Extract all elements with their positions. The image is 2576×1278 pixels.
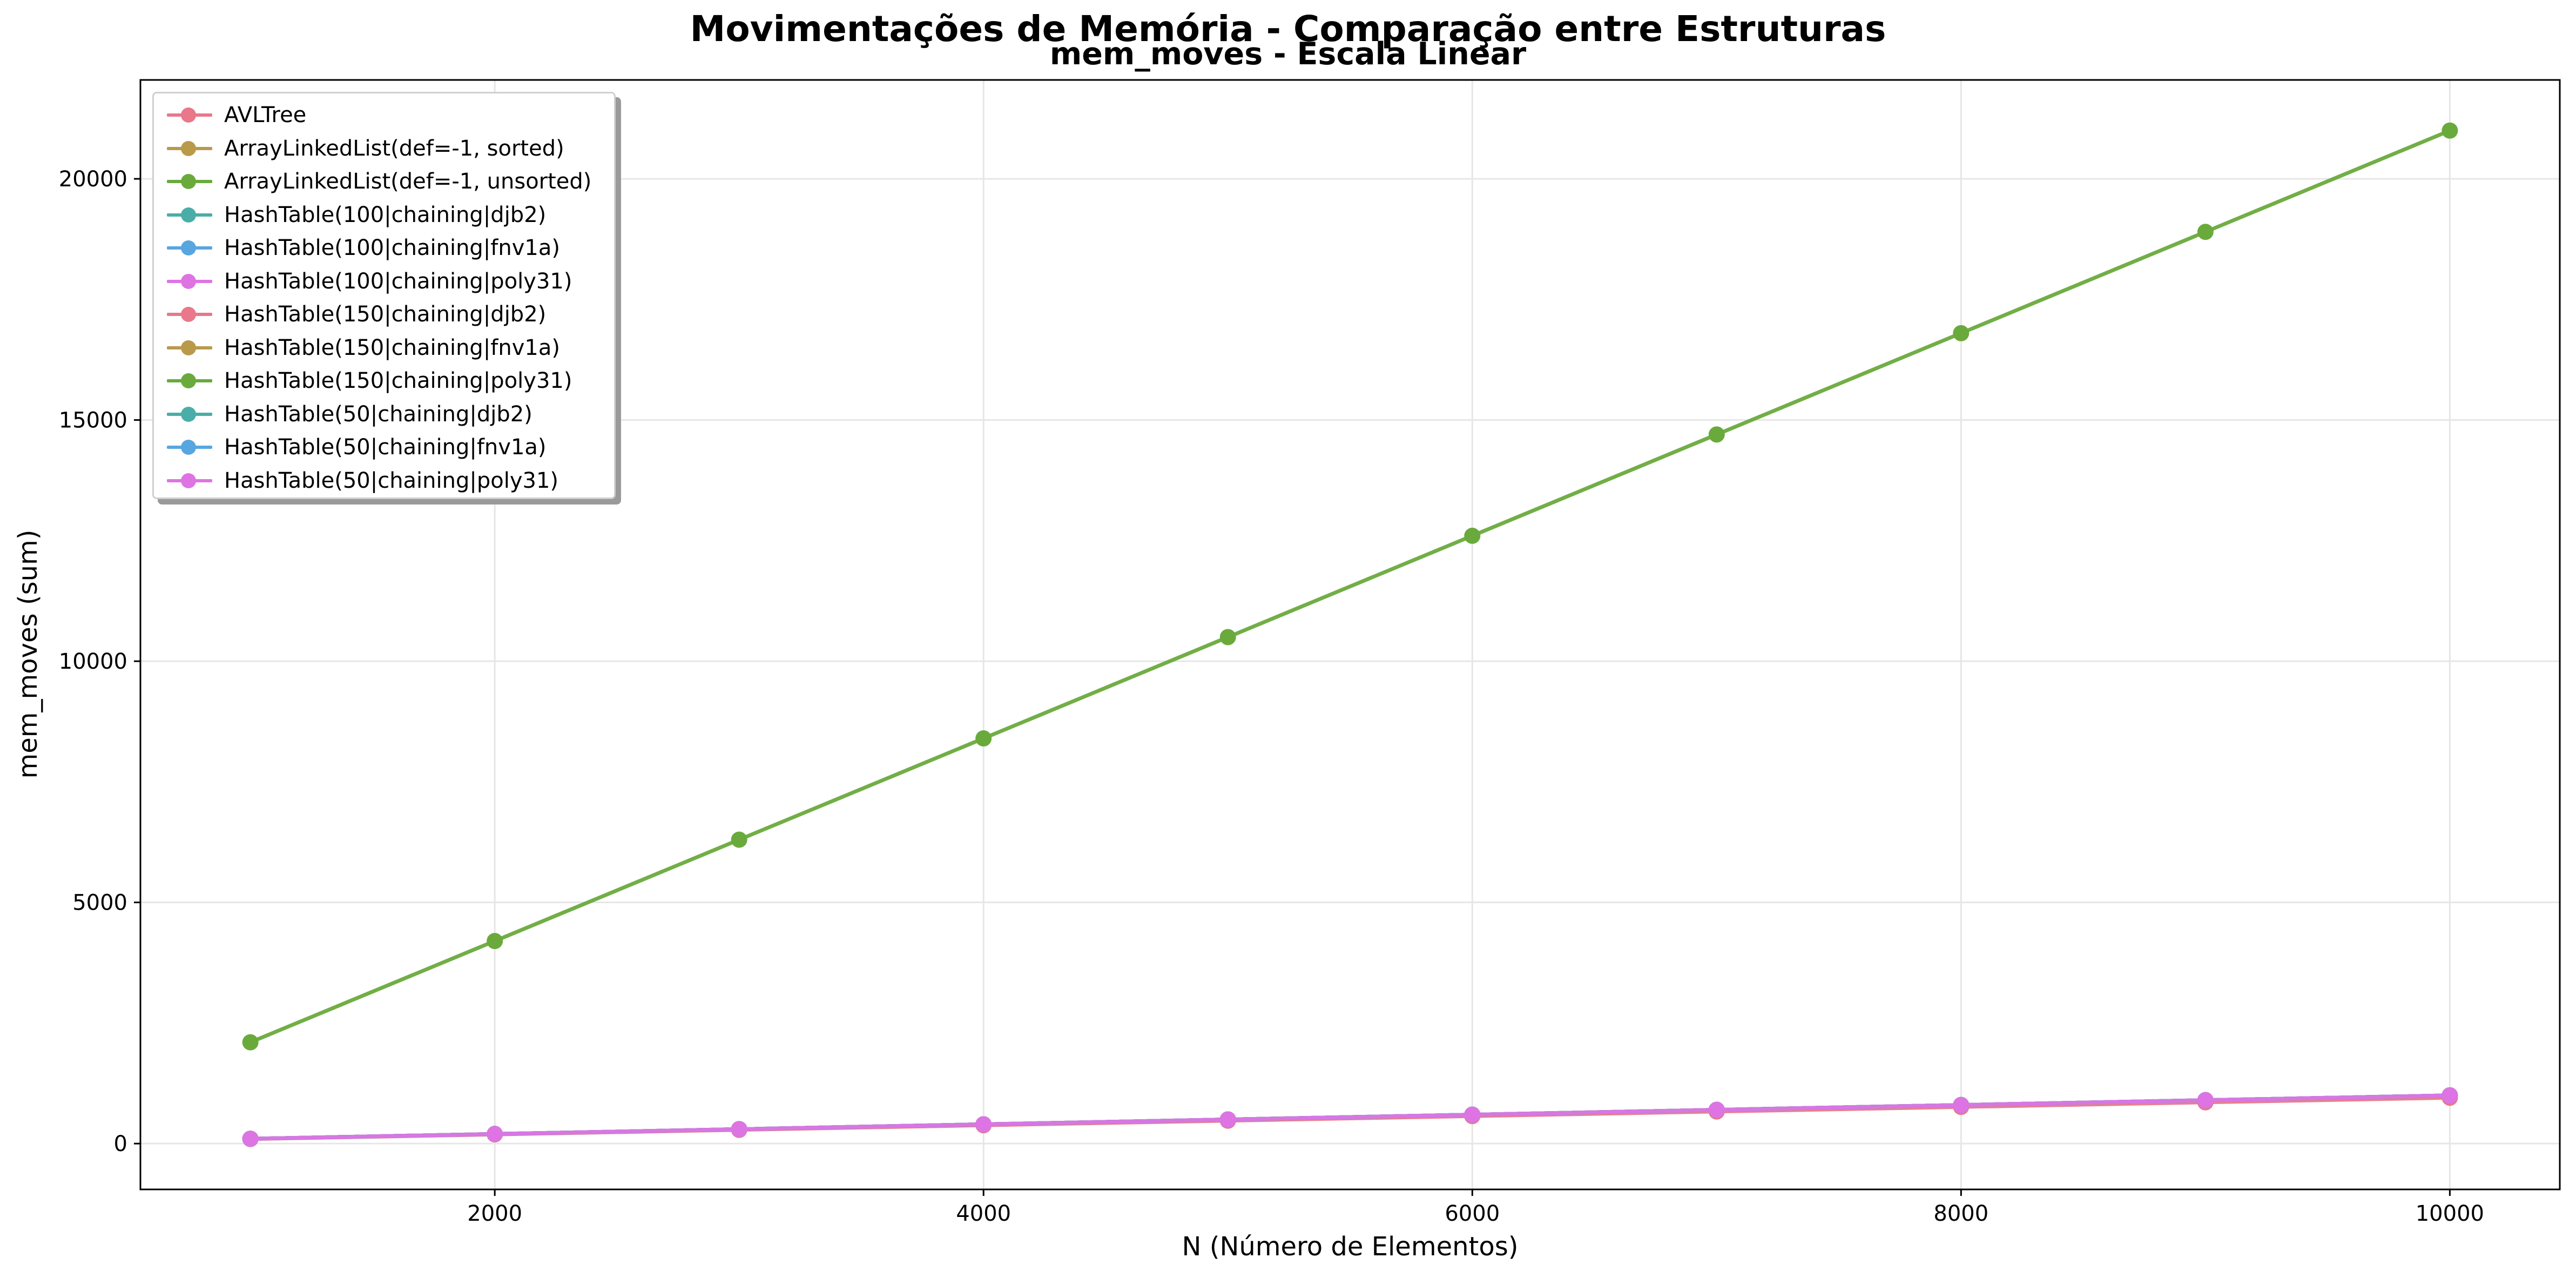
legend-label: HashTable(50|chaining|fnv1a) — [224, 435, 547, 460]
legend-marker-swatch — [181, 440, 196, 455]
legend-label: ArrayLinkedList(def=-1, sorted) — [224, 136, 564, 161]
legend-marker-swatch — [181, 406, 196, 422]
legend-marker-swatch — [181, 107, 196, 123]
legend-item: HashTable(100|chaining|djb2) — [154, 199, 614, 231]
axes — [134, 79, 2561, 1196]
legend-label: HashTable(100|chaining|fnv1a) — [224, 236, 560, 260]
y-tick-label: 0 — [114, 1132, 127, 1156]
y-tick-label: 15000 — [59, 408, 127, 433]
legend-label: HashTable(150|chaining|poly31) — [224, 368, 572, 393]
legend-item: HashTable(150|chaining|fnv1a) — [154, 332, 614, 364]
y-tick-label: 5000 — [72, 891, 127, 916]
legend-item: HashTable(50|chaining|poly31) — [154, 465, 614, 497]
plot-frame — [139, 79, 2561, 1190]
legend-marker-swatch — [181, 207, 196, 223]
data-point — [242, 1034, 259, 1051]
legend-item: HashTable(150|chaining|poly31) — [154, 365, 614, 397]
data-point — [1464, 1106, 1481, 1123]
y-axis-label: mem_moves (sum) — [13, 529, 43, 778]
legend-item: HashTable(100|chaining|fnv1a) — [154, 232, 614, 264]
legend-item: HashTable(50|chaining|fnv1a) — [154, 431, 614, 463]
tick-labels: 2000 4000 6000 8000 10000 0 5000 10000 15000 2000… — [59, 167, 2484, 1226]
data-point — [2197, 224, 2214, 240]
data-point — [1708, 1101, 1725, 1118]
series-11 — [242, 1087, 2458, 1147]
legend-item: AVLTree — [154, 99, 614, 131]
legend-label: HashTable(100|chaining|djb2) — [224, 202, 547, 227]
x-tick-label: 8000 — [1933, 1201, 1988, 1226]
data-point — [242, 1131, 259, 1147]
y-tick-label: 10000 — [59, 649, 127, 674]
legend-label: HashTable(50|chaining|djb2) — [224, 401, 532, 427]
x-tick-label: 10000 — [2416, 1201, 2484, 1226]
legend-marker-swatch — [181, 473, 196, 488]
legend-label: HashTable(100|chaining|poly31) — [224, 268, 572, 294]
legend-item: HashTable(50|chaining|djb2) — [154, 398, 614, 431]
data-point — [1464, 527, 1481, 544]
legend-marker-swatch — [181, 307, 196, 322]
legend-label: AVLTree — [224, 103, 307, 127]
grid-lines — [140, 80, 2560, 1189]
x-tick-label: 2000 — [467, 1201, 522, 1226]
legend-label: HashTable(150|chaining|fnv1a) — [224, 335, 560, 360]
legend-marker-swatch — [181, 174, 196, 189]
legend-marker-swatch — [181, 140, 196, 156]
chart-title: Movimentações de Memória - Comparação en… — [690, 8, 1886, 50]
legend-label: ArrayLinkedList(def=-1, unsorted) — [224, 169, 592, 194]
chart-subtitle: mem_moves - Escala Linear — [1049, 36, 1527, 72]
y-tick-label: 20000 — [59, 167, 127, 192]
legend-marker-swatch — [181, 273, 196, 289]
data-point — [487, 1126, 503, 1142]
x-tick-label: 6000 — [1445, 1201, 1500, 1226]
series-lines — [242, 122, 2458, 1147]
data-point — [1708, 426, 1725, 443]
legend-label: HashTable(50|chaining|poly31) — [224, 468, 559, 493]
legend-marker-swatch — [181, 240, 196, 255]
data-point — [2442, 122, 2458, 139]
data-point — [2197, 1092, 2214, 1108]
chart-legend: AVLTree ArrayLinkedList(def=-1, sorted) Ar… — [152, 92, 616, 499]
legend-marker-swatch — [181, 373, 196, 388]
legend-label: HashTable(150|chaining|djb2) — [224, 302, 547, 327]
legend-item: HashTable(100|chaining|poly31) — [154, 265, 614, 298]
data-point — [1219, 629, 1236, 645]
data-point — [731, 831, 747, 848]
series-2 — [242, 122, 2458, 1051]
series-line — [250, 1093, 2450, 1141]
x-tick-label: 4000 — [956, 1201, 1011, 1226]
data-point — [975, 1116, 992, 1133]
data-point — [487, 933, 503, 950]
data-point — [1953, 1097, 1970, 1113]
legend-marker-swatch — [181, 340, 196, 355]
data-point — [2442, 1087, 2458, 1104]
series-line — [249, 129, 2451, 1044]
data-point — [1953, 325, 1970, 341]
data-point — [975, 730, 992, 747]
x-axis-label: N (Número de Elementos) — [1182, 1232, 1519, 1262]
legend-item: ArrayLinkedList(def=-1, unsorted) — [154, 165, 614, 198]
data-point — [731, 1121, 747, 1138]
legend-item: ArrayLinkedList(def=-1, sorted) — [154, 132, 614, 165]
legend-item: HashTable(150|chaining|djb2) — [154, 298, 614, 331]
data-point — [1219, 1111, 1236, 1128]
